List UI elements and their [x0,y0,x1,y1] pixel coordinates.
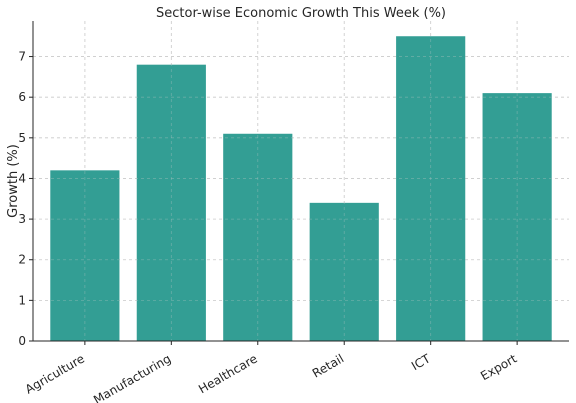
x-tick-label: Manufacturing [91,351,173,403]
bar-retail [309,202,379,341]
y-tick-label: 3 [18,212,26,226]
bar-ict [396,36,466,341]
y-axis-label: Growth (%) [6,144,21,218]
x-tick-label: Retail [310,351,346,380]
y-tick-label: 6 [18,90,26,104]
x-tick-label: Healthcare [196,351,260,396]
y-tick-label: 2 [18,253,26,267]
x-tick-label: ICT [409,351,433,373]
y-axis-ticks: 0 1 2 3 4 5 6 7 [18,50,33,348]
bars [33,21,569,342]
bar-manufacturing [136,64,206,341]
y-tick-label: 1 [18,293,26,307]
bar-agriculture [50,170,120,341]
y-tick-label: 0 [18,334,26,348]
x-tick-label: Agriculture [23,351,87,396]
chart-title: Sector-wise Economic Growth This Week (%… [156,6,446,21]
axes [32,21,569,342]
y-tick-label: 7 [18,50,26,64]
y-tick-label: 5 [18,131,26,145]
x-axis-ticks: Agriculture Manufacturing Healthcare Retail… [23,341,519,403]
y-tick-label: 4 [18,171,26,185]
x-tick-label: Export [478,351,519,383]
bar-export [482,93,552,341]
bar-healthcare [223,133,293,341]
